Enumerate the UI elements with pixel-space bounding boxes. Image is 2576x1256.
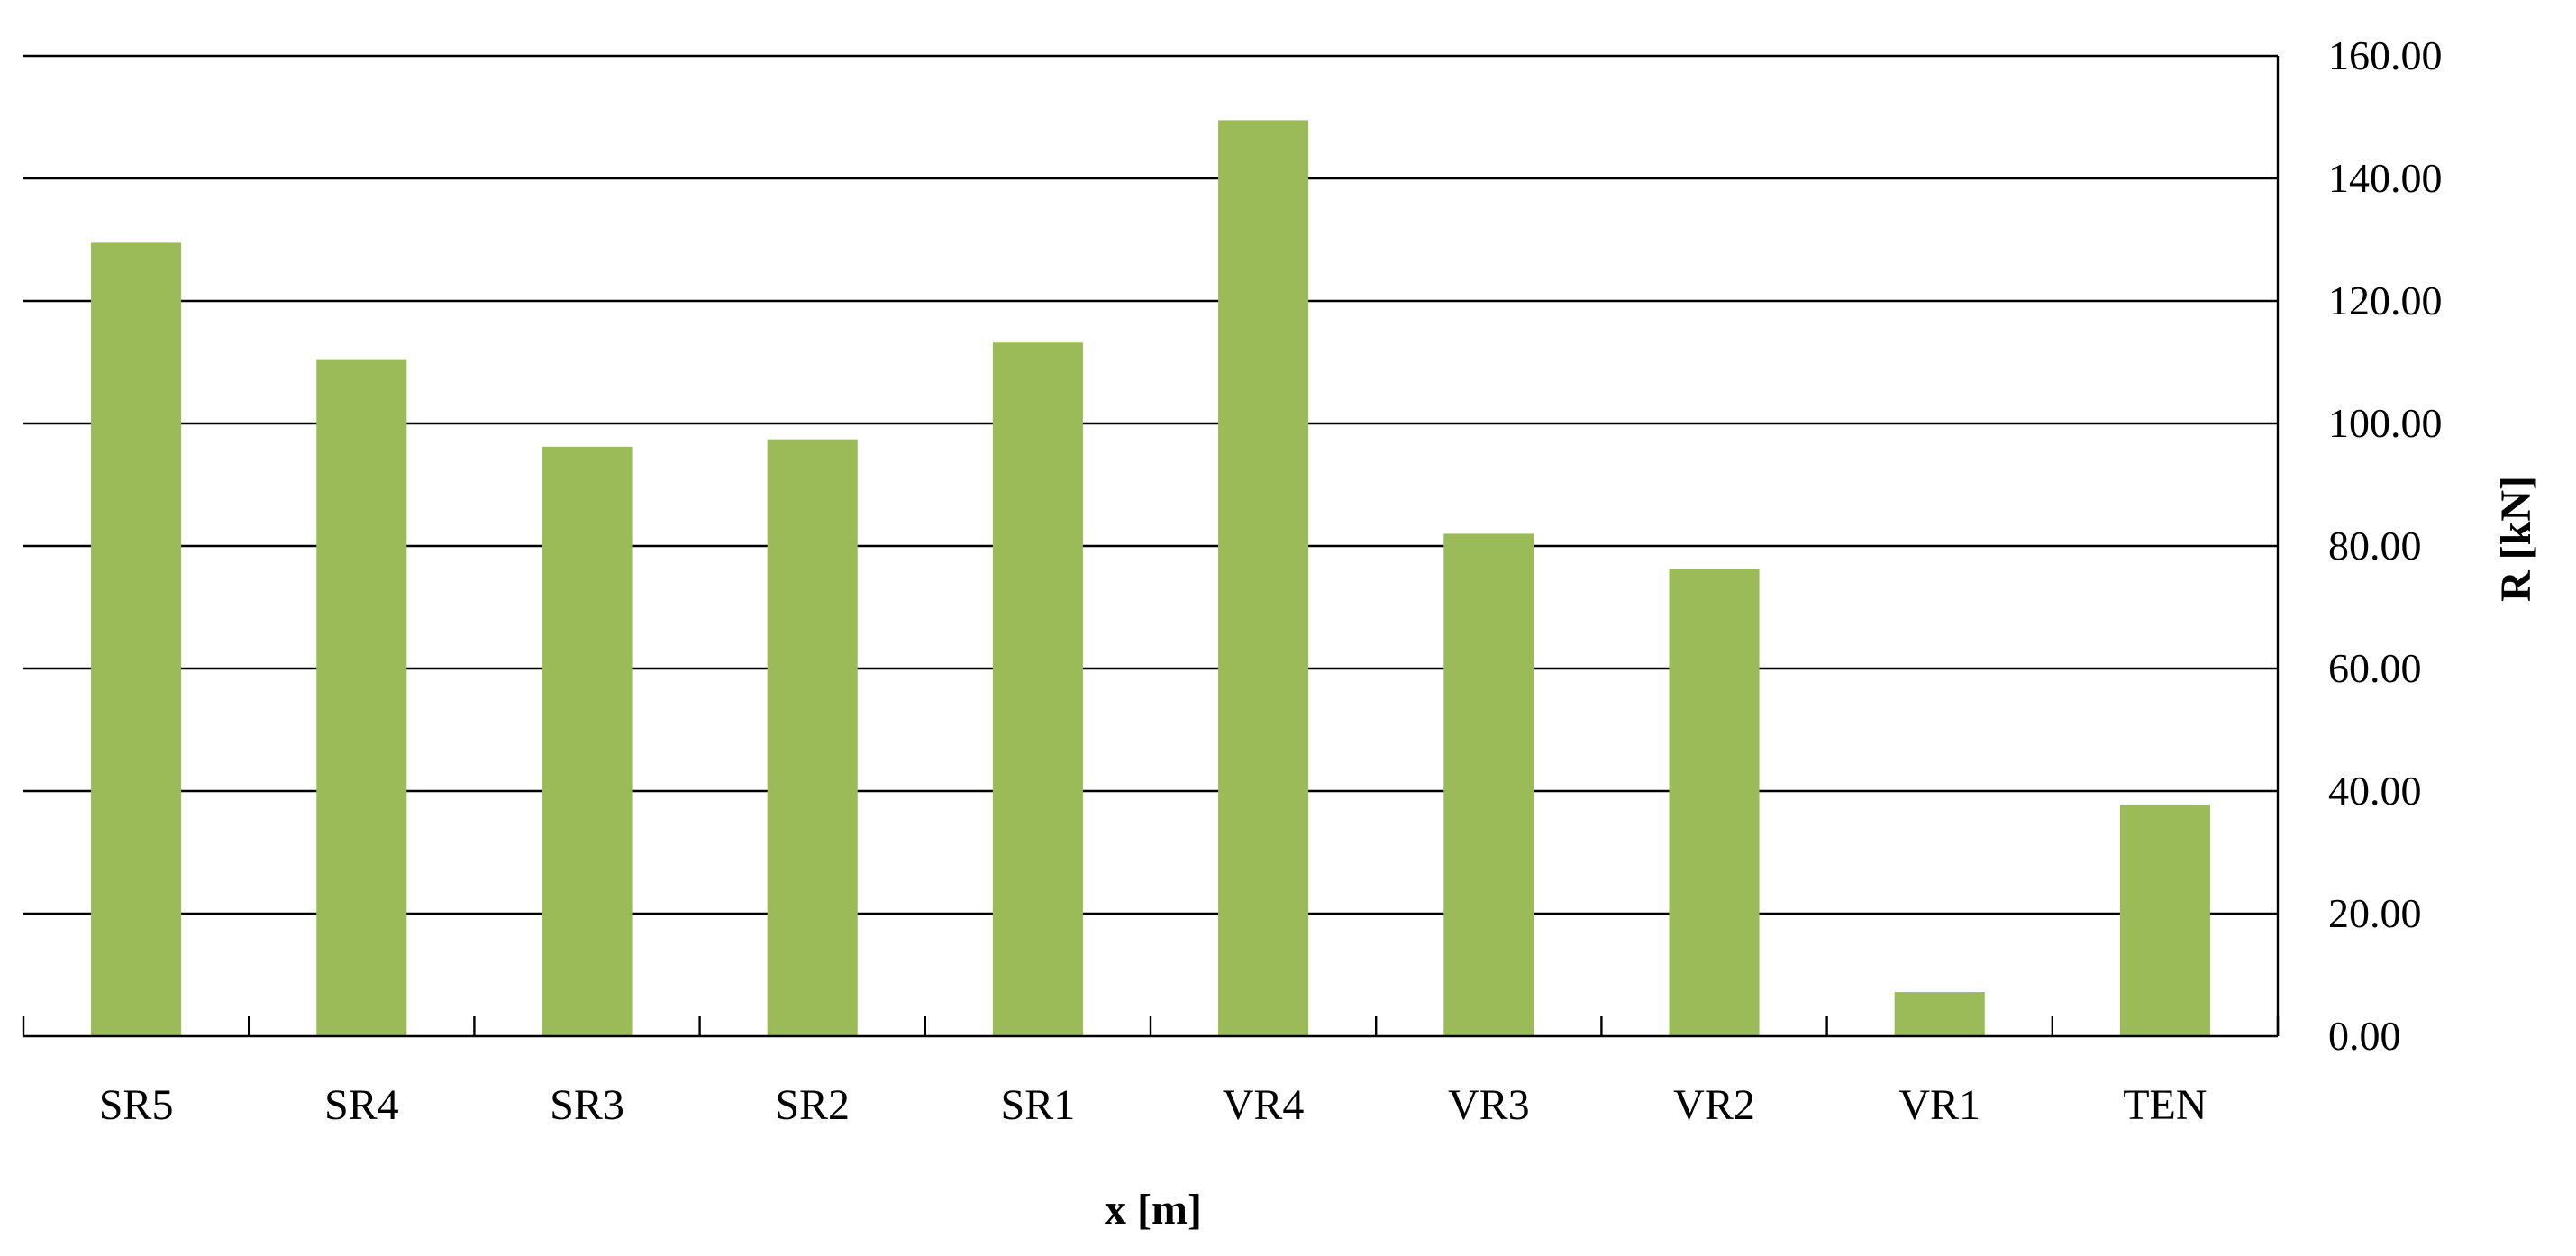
bar [767,439,858,1036]
x-tick-label: SR5 [99,1081,174,1129]
y-axis-title: R [kN] [2492,476,2540,602]
x-axis-title: x [m] [1105,1186,1202,1233]
bar [1218,120,1309,1036]
y-tick-label: 160.00 [2328,32,2443,78]
y-tick-label: 100.00 [2328,400,2443,446]
bar [1894,992,1985,1036]
bar [1443,533,1534,1036]
x-tick-labels: SR5 SR4 SR3 SR2 SR1 VR4 VR3 VR2 VR1 TEN [99,1081,2207,1129]
x-tick-label: VR1 [1898,1081,1980,1129]
x-tick-label: SR4 [324,1081,399,1129]
bars [91,120,2210,1037]
bar [2119,804,2210,1036]
y-tick-label: 120.00 [2328,278,2443,323]
y-tick-label: 0.00 [2328,1013,2401,1059]
y-tick-label: 60.00 [2328,645,2422,691]
bar [91,242,182,1036]
bar [1669,569,1760,1036]
bar [542,446,633,1037]
axes [22,56,2280,1038]
x-tick-label: SR3 [550,1081,624,1129]
bar [992,342,1083,1036]
x-tick-label: TEN [2123,1081,2207,1129]
y-tick-label: 80.00 [2328,523,2422,569]
x-tick-label: VR2 [1673,1081,1755,1129]
bar [316,359,407,1037]
y-tick-label: 140.00 [2328,155,2443,201]
y-tick-label: 40.00 [2328,768,2422,814]
x-tick-label: VR4 [1223,1081,1305,1129]
y-tick-labels: 0.00 20.00 40.00 60.00 80.00 100.00 120.00 140.… [2328,32,2443,1059]
y-tick-label: 20.00 [2328,890,2422,936]
x-tick-label: SR1 [1001,1081,1076,1129]
x-tick-label: VR3 [1448,1081,1530,1129]
x-tick-label: SR2 [775,1081,850,1129]
